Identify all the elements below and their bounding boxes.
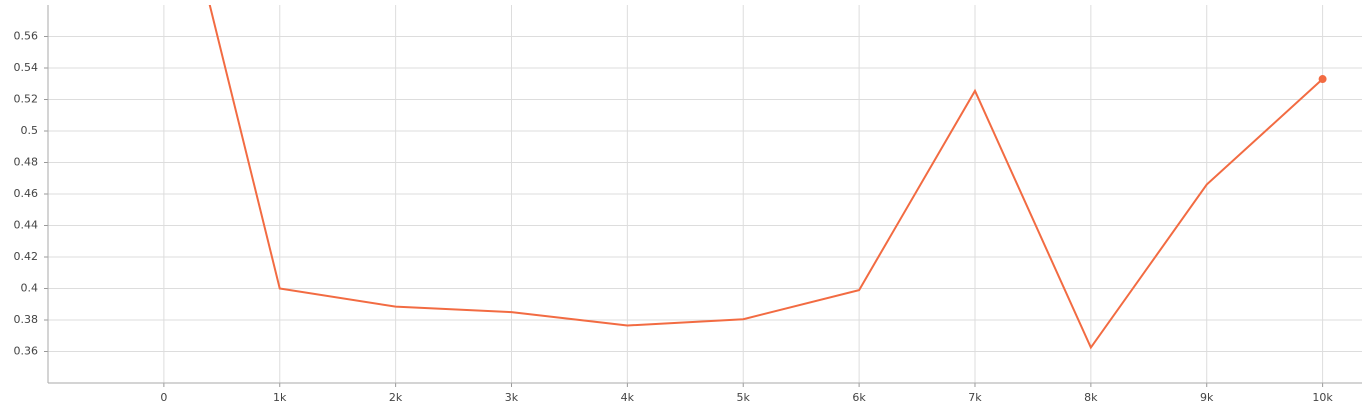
y-tick-label: 0.38 — [14, 313, 39, 326]
y-tick-label: 0.48 — [14, 156, 39, 169]
y-tick-label: 0.4 — [21, 282, 39, 295]
x-tick-label: 2k — [389, 391, 403, 404]
x-tick-label: 3k — [505, 391, 519, 404]
x-tick-label: 0 — [160, 391, 167, 404]
y-tick-label: 0.36 — [14, 345, 39, 358]
y-tick-label: 0.56 — [14, 30, 39, 43]
x-tick-label: 8k — [1084, 391, 1098, 404]
y-tick-label: 0.46 — [14, 187, 39, 200]
x-tick-label: 6k — [852, 391, 866, 404]
y-tick-label: 0.5 — [21, 124, 39, 137]
x-tick-label: 7k — [968, 391, 982, 404]
x-tick-label: 10k — [1312, 391, 1333, 404]
y-tick-label: 0.52 — [14, 93, 39, 106]
y-tick-label: 0.44 — [14, 219, 39, 232]
x-tick-label: 1k — [273, 391, 287, 404]
x-tick-label: 4k — [621, 391, 635, 404]
last-point — [1318, 75, 1327, 84]
y-tick-label: 0.42 — [14, 250, 39, 263]
x-tick-label: 9k — [1200, 391, 1214, 404]
x-tick-label: 5k — [737, 391, 751, 404]
line-series — [208, 5, 1324, 350]
y-tick-label: 0.54 — [14, 61, 39, 74]
